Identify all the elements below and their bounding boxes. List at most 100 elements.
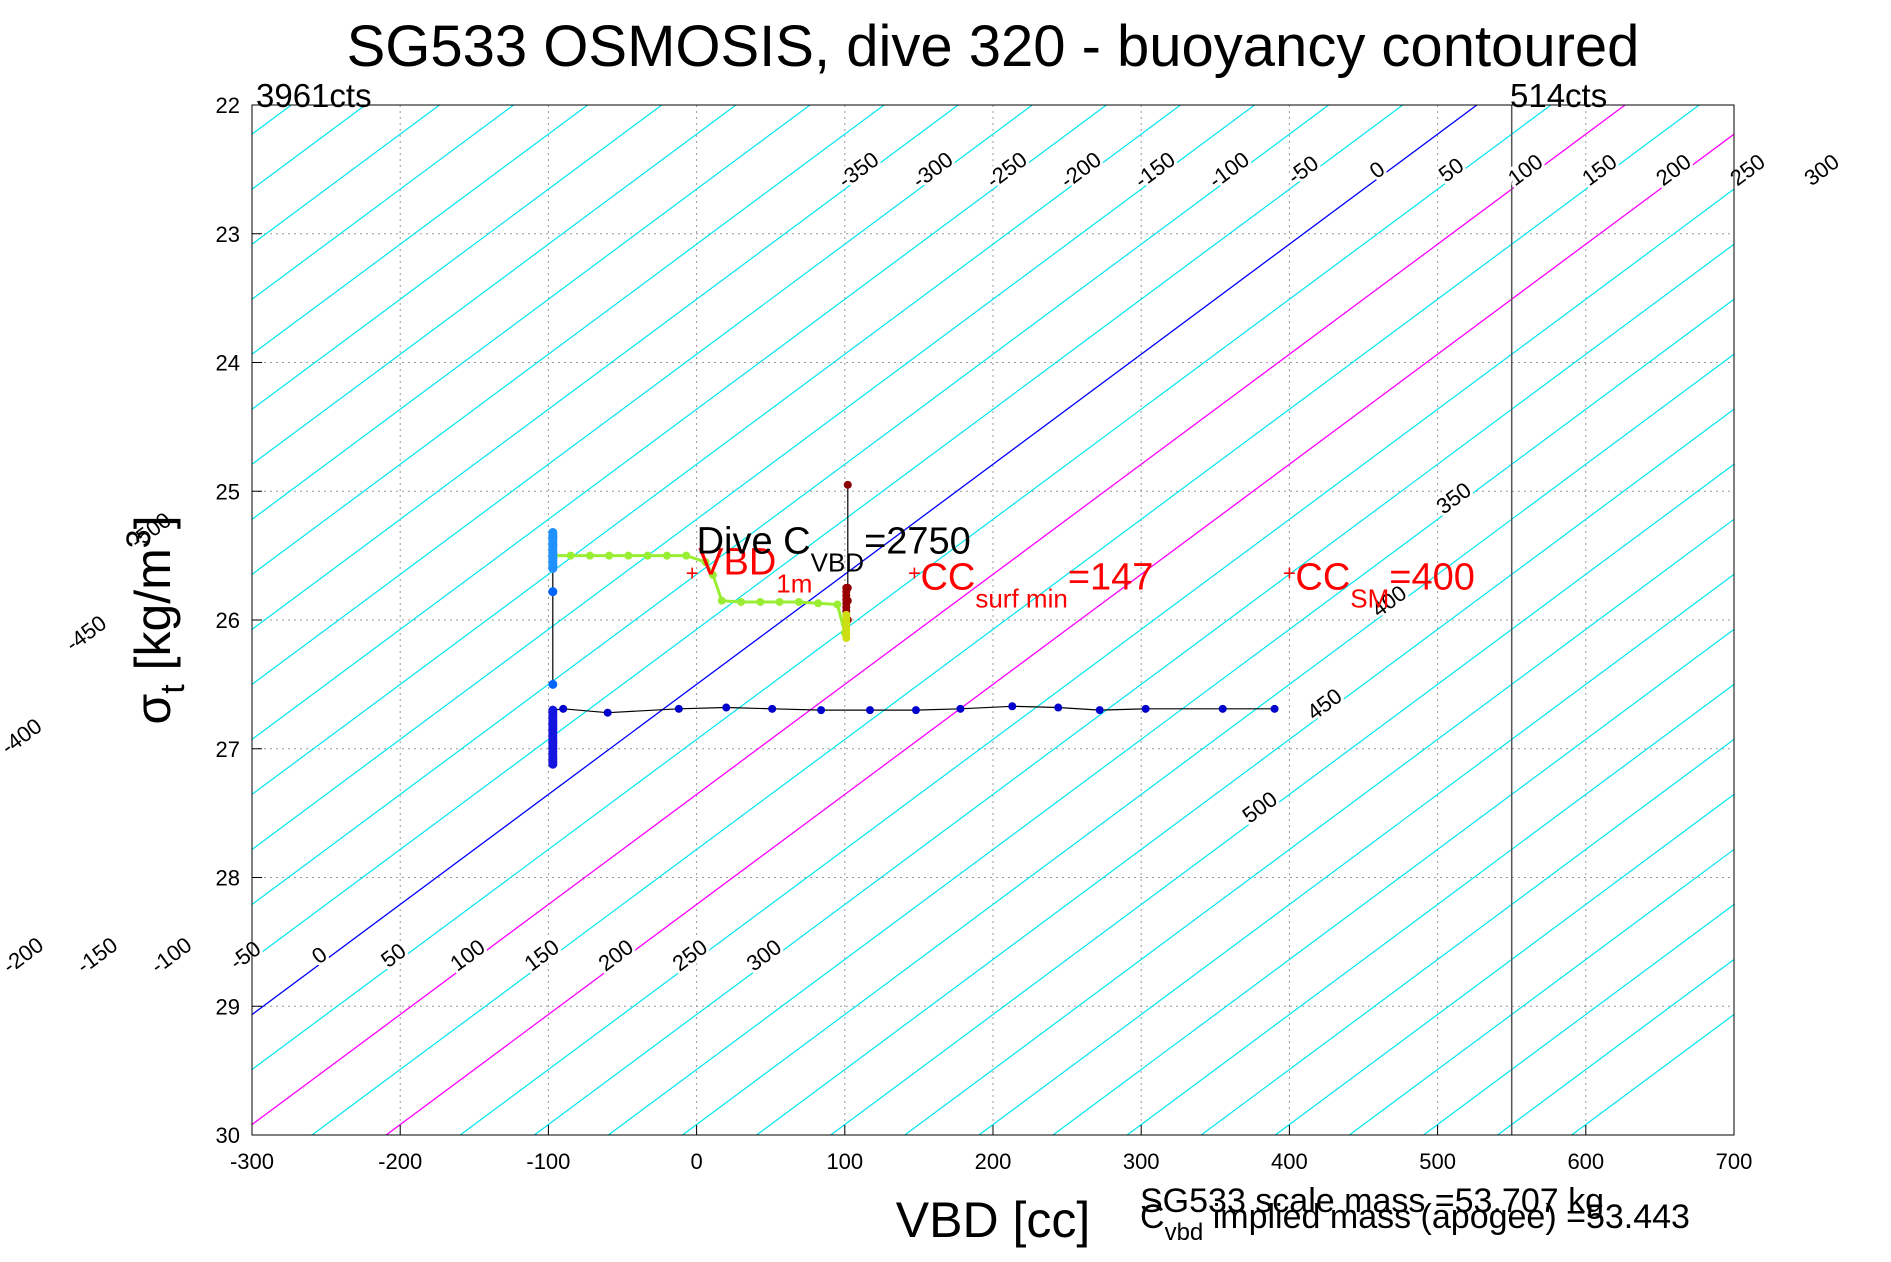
contour-line [252, 105, 1330, 906]
series-point [794, 597, 803, 606]
y-tick-label: 30 [216, 1123, 240, 1148]
series-point [585, 551, 594, 560]
series-point [605, 551, 614, 560]
series-point [1095, 706, 1104, 715]
contour-line [252, 105, 1626, 1126]
marker-label-sub: surf min [975, 583, 1067, 613]
contour-line [385, 133, 1734, 1135]
contour-line [252, 105, 959, 631]
series-point [842, 634, 851, 643]
x-tick-label: -100 [526, 1149, 570, 1174]
implied-mass-subscript: vbd [1165, 1219, 1204, 1246]
series-point [559, 704, 568, 713]
contour-line [252, 105, 737, 466]
y-axis-label: σt [kg/m3] [120, 515, 192, 724]
y-axis-label-symbol: σ [125, 694, 181, 725]
series-point [817, 706, 826, 715]
series-point [1270, 704, 1279, 713]
contour-line [252, 105, 1181, 796]
series-point [956, 704, 965, 713]
series-point [548, 679, 558, 689]
contour-line [252, 105, 1478, 1016]
contour-line [252, 105, 1255, 851]
marker-cross: + [908, 560, 921, 585]
contour-line [459, 188, 1734, 1135]
series-point [643, 551, 652, 560]
contour-line [252, 105, 885, 576]
contour-line [1052, 628, 1734, 1135]
series-point [717, 596, 726, 605]
x-tick-label: 700 [1716, 1149, 1753, 1174]
series-point [548, 759, 558, 769]
series-point [768, 704, 777, 713]
x-axis-label: VBD [cc] [896, 1192, 1090, 1248]
series-point [911, 706, 920, 715]
series-point [548, 564, 558, 573]
chart-title: SG533 OSMOSIS, dive 320 - buoyancy conto… [347, 14, 1640, 79]
series-point [843, 480, 852, 489]
series-point [662, 551, 671, 560]
y-tick-label: 24 [216, 351, 240, 376]
marker-cross: + [686, 560, 699, 585]
series-point [756, 597, 765, 606]
marker-label-sub: 1m [776, 568, 812, 598]
y-tick-label: 29 [216, 994, 240, 1019]
y-tick-label: 28 [216, 866, 240, 891]
series-point [865, 706, 874, 715]
x-tick-label: 600 [1567, 1149, 1604, 1174]
data-series [548, 480, 1279, 769]
marker-label-tail: =147 [1068, 556, 1154, 598]
series-point [548, 587, 558, 597]
marker-label-tail: =400 [1389, 556, 1475, 598]
series-point [1141, 704, 1150, 713]
series-point [624, 551, 633, 560]
x-tick-label: 500 [1419, 1149, 1456, 1174]
series-point [682, 551, 691, 560]
contour-line [1423, 903, 1734, 1135]
series-point [603, 708, 612, 717]
series-point [775, 597, 784, 606]
contour-line [252, 105, 1552, 1071]
series-point [708, 570, 717, 579]
axis-ticks: -300 -200 -100 0 100 200 300 400 500 600 700 22 23 24… [216, 93, 1753, 1174]
marker-label-main: CC [920, 556, 975, 598]
y-tick-label: 27 [216, 737, 240, 762]
series-point [674, 704, 683, 713]
marker-label-main: VBD [698, 541, 776, 583]
contour-line [252, 105, 663, 411]
series-point [737, 597, 746, 606]
marker-label-tail: =2750 [864, 521, 971, 563]
x-tick-label: -300 [230, 1149, 274, 1174]
series-point [701, 558, 710, 567]
scale-mass-annotation: SG533 scale mass =53.707 kg [1140, 1182, 1604, 1220]
series-point [814, 599, 823, 608]
y-tick-label: 23 [216, 222, 240, 247]
svg-text:σt [kg/m3]: σt [kg/m3] [120, 515, 192, 724]
y-axis-label-power: 3 [120, 529, 158, 548]
buoyancy-contours [252, 105, 1734, 1135]
contour-line [1274, 793, 1734, 1135]
y-tick-label: 22 [216, 93, 240, 118]
marker-cross: + [1283, 560, 1296, 585]
contour-line [830, 463, 1734, 1135]
contour-line [533, 243, 1734, 1135]
series-point [1218, 704, 1227, 713]
y-tick-label: 25 [216, 479, 240, 504]
y-axis-label-subscript: t [154, 684, 192, 694]
series-point [1008, 702, 1017, 711]
x-tick-label: -200 [378, 1149, 422, 1174]
contour-line [682, 353, 1734, 1135]
x-tick-label: 100 [826, 1149, 863, 1174]
marker-label: CCsurf min=147 [920, 556, 1153, 613]
x-tick-label: 300 [1123, 1149, 1160, 1174]
marker-label: VBD1m [698, 541, 812, 598]
series-point [566, 551, 575, 560]
contour-line [252, 105, 1404, 961]
marker-label-main: Dive C [697, 521, 811, 563]
marker-label-main: CC [1295, 556, 1350, 598]
series-point [1054, 703, 1063, 712]
marker-label-sub: SM [1350, 583, 1389, 613]
corner-right-label: 514cts [1510, 77, 1607, 114]
series-point [722, 703, 731, 712]
x-tick-label: 0 [690, 1149, 702, 1174]
